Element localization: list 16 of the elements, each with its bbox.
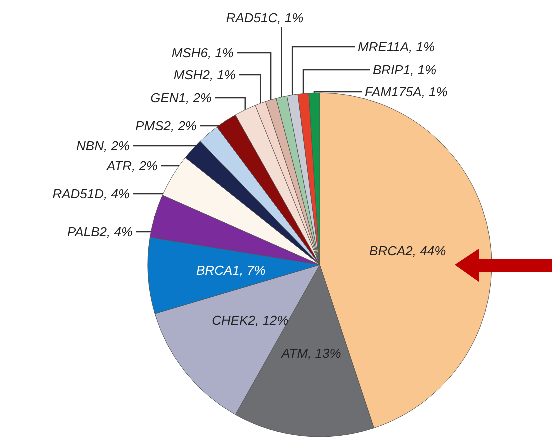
slice-label: PMS2, 2%: [136, 118, 197, 134]
slice-label: BRIP1, 1%: [373, 62, 437, 78]
slice-label: BRCA2, 44%: [370, 243, 446, 258]
slice-label: MRE11A, 1%: [358, 40, 436, 54]
slice-label: RAD51D, 4%: [52, 186, 130, 202]
slice-label: PALB2, 4%: [67, 224, 133, 240]
slice-label: CHEK2, 12%: [212, 312, 289, 328]
slice-label: GEN1, 2%: [150, 90, 212, 106]
slice-label: ATM, 13%: [280, 346, 342, 362]
slice-label: ATR, 2%: [106, 158, 158, 174]
slice-label: FAM175A, 1%: [365, 84, 448, 100]
slice-label: NBN, 2%: [76, 138, 130, 154]
slice-label: BRCA1, 7%: [196, 263, 266, 278]
slice-label: MSH6, 1%: [172, 46, 234, 60]
slice-label: MSH2, 1%: [174, 68, 236, 82]
slice-label: RAD51C, 1%: [226, 10, 304, 26]
